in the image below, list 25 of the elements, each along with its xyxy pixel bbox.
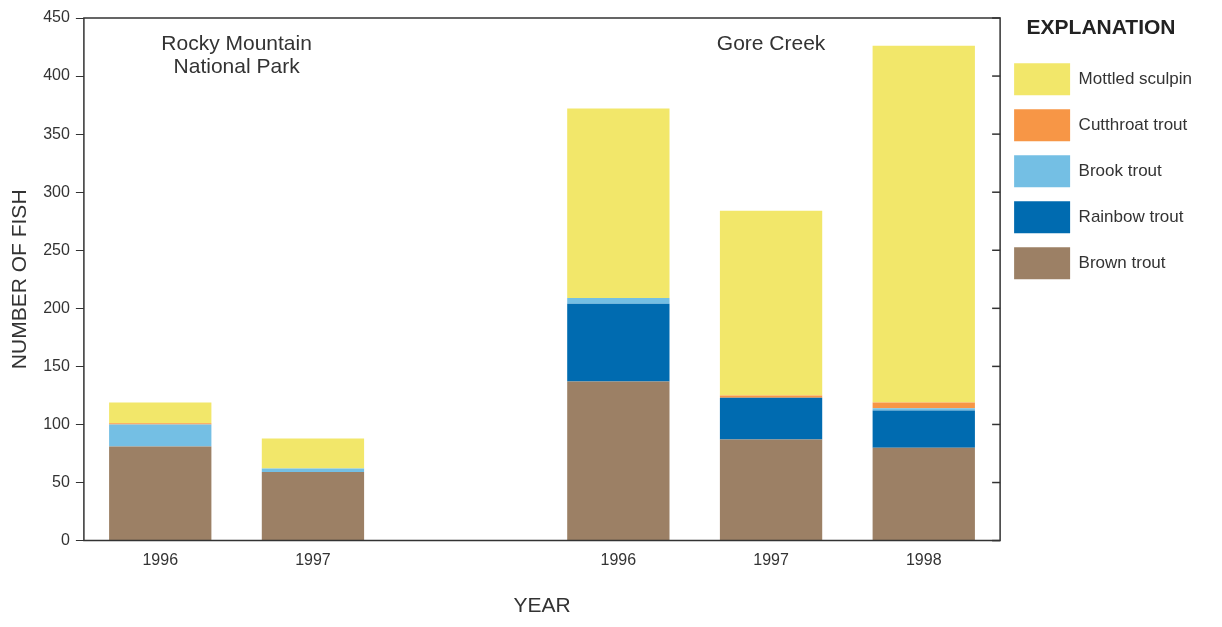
x-tick-label: 1998 — [905, 550, 942, 568]
y-tick-label: 250 — [43, 240, 70, 258]
x-axis-title: YEAR — [513, 593, 571, 617]
y-tick-label: 350 — [43, 124, 70, 142]
y-tick-label: 150 — [43, 356, 70, 374]
legend-label: Brown trout — [1078, 252, 1166, 272]
y-axis-title: NUMBER OF FISH — [7, 189, 31, 370]
legend-label: Rainbow trout — [1078, 206, 1184, 226]
legend-label: Mottled sculpin — [1078, 68, 1192, 88]
legend-label: Cutthroat trout — [1078, 114, 1188, 134]
y-tick-label: 0 — [60, 531, 70, 549]
y-tick-label: 100 — [43, 414, 70, 432]
x-tick-label: 1996 — [600, 550, 637, 568]
x-tick-label: 1996 — [142, 550, 179, 568]
y-tick-label: 300 — [43, 182, 70, 200]
legend-title: EXPLANATION — [1026, 15, 1176, 39]
annotation: Rocky Mountain National Park — [161, 31, 312, 78]
legend-label: Brook trout — [1078, 160, 1163, 180]
y-tick-label: 400 — [43, 66, 70, 84]
y-tick-label: 200 — [43, 298, 70, 316]
y-tick-label: 450 — [43, 8, 70, 26]
annotation: Gore Creek — [716, 31, 826, 55]
x-tick-label: 1997 — [295, 550, 331, 568]
y-tick-label: 50 — [52, 472, 70, 490]
x-tick-label: 1997 — [753, 550, 789, 568]
